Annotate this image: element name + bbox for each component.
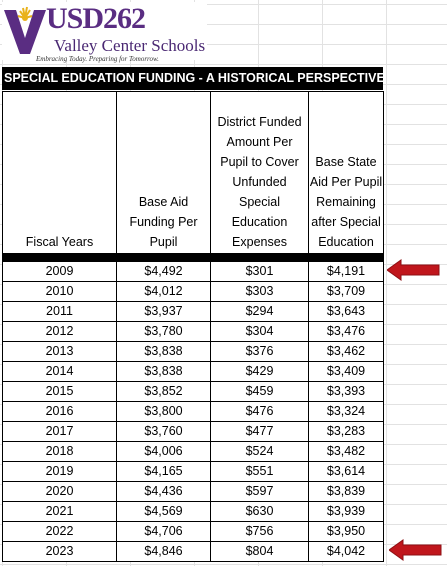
cell-fiscal-year: 2019 [2, 461, 117, 482]
cell-fiscal-year: 2009 [2, 261, 117, 282]
cell-base-aid: $4,165 [116, 461, 211, 482]
cell-base-state-aid: $3,462 [308, 341, 384, 362]
cell-base-aid: $4,012 [116, 281, 211, 302]
cell-base-state-aid: $3,476 [308, 321, 384, 342]
cell-district-funded: $459 [210, 381, 309, 402]
table-row: 2014 $3,838 $429 $3,409 [2, 361, 384, 382]
separator-cell [2, 253, 117, 262]
cell-base-aid: $3,838 [116, 361, 211, 382]
cell-base-state-aid: $3,482 [308, 441, 384, 462]
cell-fiscal-year: 2011 [2, 301, 117, 322]
cell-fiscal-year: 2017 [2, 421, 117, 442]
table-row: 2023 $4,846 $804 $4,042 [2, 541, 384, 562]
table-row: 2020 $4,436 $597 $3,839 [2, 481, 384, 502]
cell-base-state-aid: $3,709 [308, 281, 384, 302]
cell-district-funded: $294 [210, 301, 309, 322]
cell-base-aid: $3,800 [116, 401, 211, 422]
cell-base-state-aid: $3,643 [308, 301, 384, 322]
separator-cell [116, 253, 211, 262]
cell-base-aid: $3,838 [116, 341, 211, 362]
cell-base-aid: $4,569 [116, 501, 211, 522]
cell-fiscal-year: 2021 [2, 501, 117, 522]
column-header-district-funded: District Funded Amount Per Pupil to Cove… [210, 91, 309, 254]
cell-base-state-aid: $3,839 [308, 481, 384, 502]
cell-base-state-aid: $3,283 [308, 421, 384, 442]
table-row: 2017 $3,760 $477 $3,283 [2, 421, 384, 442]
cell-base-state-aid: $3,393 [308, 381, 384, 402]
cell-base-aid: $3,760 [116, 421, 211, 442]
cell-base-state-aid: $3,324 [308, 401, 384, 422]
cell-base-aid: $4,706 [116, 521, 211, 542]
cell-district-funded: $477 [210, 421, 309, 442]
cell-fiscal-year: 2013 [2, 341, 117, 362]
cell-district-funded: $597 [210, 481, 309, 502]
cell-fiscal-year: 2010 [2, 281, 117, 302]
separator-cell [210, 253, 309, 262]
arrow-left-icon [389, 539, 442, 561]
table-row: 2019 $4,165 $551 $3,614 [2, 461, 384, 482]
arrow-left-icon [387, 259, 440, 281]
cell-district-funded: $630 [210, 501, 309, 522]
cell-base-aid: $4,006 [116, 441, 211, 462]
cell-base-state-aid: $4,042 [308, 541, 384, 562]
cell-district-funded: $804 [210, 541, 309, 562]
table-row: 2018 $4,006 $524 $3,482 [2, 441, 384, 462]
cell-base-aid: $4,492 [116, 261, 211, 282]
cell-fiscal-year: 2022 [2, 521, 117, 542]
column-header-base-state-aid: Base State Aid Per Pupil Remaining after… [308, 91, 384, 254]
cell-base-state-aid: $3,939 [308, 501, 384, 522]
separator-row [2, 253, 384, 262]
cell-fiscal-year: 2012 [2, 321, 117, 342]
table-row: 2021 $4,569 $630 $3,939 [2, 501, 384, 522]
cell-district-funded: $476 [210, 401, 309, 422]
funding-table: Fiscal Years Base Aid Funding Per Pupil … [2, 91, 384, 562]
cell-fiscal-year: 2020 [2, 481, 117, 502]
table-row: 2009 $4,492 $301 $4,191 [2, 261, 384, 282]
table-row: 2012 $3,780 $304 $3,476 [2, 321, 384, 342]
table-row: 2022 $4,706 $756 $3,950 [2, 521, 384, 542]
cell-base-aid: $4,846 [116, 541, 211, 562]
logo-tagline: Embracing Today. Preparing for Tomorrow. [36, 55, 159, 63]
column-header-base-aid: Base Aid Funding Per Pupil [116, 91, 211, 254]
column-header-fiscal-years: Fiscal Years [2, 91, 117, 254]
cell-district-funded: $376 [210, 341, 309, 362]
cell-base-state-aid: $3,409 [308, 361, 384, 382]
logo-name: USD262 [46, 2, 146, 35]
cell-district-funded: $301 [210, 261, 309, 282]
cell-district-funded: $551 [210, 461, 309, 482]
cell-fiscal-year: 2014 [2, 361, 117, 382]
cell-fiscal-year: 2023 [2, 541, 117, 562]
cell-base-aid: $3,852 [116, 381, 211, 402]
cell-base-state-aid: $3,614 [308, 461, 384, 482]
cell-base-state-aid: $3,950 [308, 521, 384, 542]
cell-fiscal-year: 2015 [2, 381, 117, 402]
separator-cell [308, 253, 384, 262]
logo-subtitle: Valley Center Schools [54, 36, 206, 55]
table-row: 2011 $3,937 $294 $3,643 [2, 301, 384, 322]
table-row: 2010 $4,012 $303 $3,709 [2, 281, 384, 302]
cell-district-funded: $524 [210, 441, 309, 462]
cell-fiscal-year: 2018 [2, 441, 117, 462]
cell-fiscal-year: 2016 [2, 401, 117, 422]
school-logo: USD262 Valley Center Schools Embracing T… [2, 2, 207, 63]
school-logo-icon [4, 6, 46, 54]
table-row: 2013 $3,838 $376 $3,462 [2, 341, 384, 362]
cell-district-funded: $304 [210, 321, 309, 342]
header-row: Fiscal Years Base Aid Funding Per Pupil … [2, 91, 384, 254]
cell-district-funded: $756 [210, 521, 309, 542]
cell-base-aid: $3,780 [116, 321, 211, 342]
cell-base-aid: $4,436 [116, 481, 211, 502]
page-title: SPECIAL EDUCATION FUNDING - A HISTORICAL… [2, 67, 385, 90]
cell-district-funded: $429 [210, 361, 309, 382]
table-row: 2015 $3,852 $459 $3,393 [2, 381, 384, 402]
cell-base-aid: $3,937 [116, 301, 211, 322]
cell-district-funded: $303 [210, 281, 309, 302]
cell-base-state-aid: $4,191 [308, 261, 384, 282]
table-row: 2016 $3,800 $476 $3,324 [2, 401, 384, 422]
